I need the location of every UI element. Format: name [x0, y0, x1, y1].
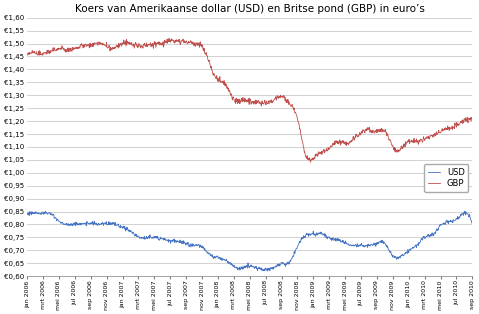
- USD: [445, 222, 451, 225]
- GBP: [275, 96, 281, 100]
- GBP: [147, 43, 152, 47]
- USD: [462, 209, 468, 213]
- USD: [24, 211, 30, 214]
- Title: Koers van Amerikaanse dollar (USD) en Britse pond (GBP) in euro’s: Koers van Amerikaanse dollar (USD) en Br…: [75, 4, 425, 14]
- USD: [147, 236, 152, 240]
- GBP: [316, 151, 321, 155]
- GBP: [24, 53, 30, 57]
- Line: GBP: GBP: [27, 38, 472, 162]
- GBP: [436, 128, 442, 132]
- GBP: [469, 117, 475, 121]
- Legend: USD, GBP: USD, GBP: [424, 164, 468, 192]
- USD: [315, 232, 321, 236]
- GBP: [262, 98, 268, 102]
- USD: [264, 269, 270, 273]
- GBP: [446, 128, 452, 132]
- USD: [262, 268, 267, 271]
- USD: [275, 263, 281, 266]
- USD: [435, 228, 441, 232]
- GBP: [308, 160, 313, 164]
- GBP: [166, 36, 172, 40]
- USD: [469, 222, 475, 225]
- Line: USD: USD: [27, 211, 472, 271]
